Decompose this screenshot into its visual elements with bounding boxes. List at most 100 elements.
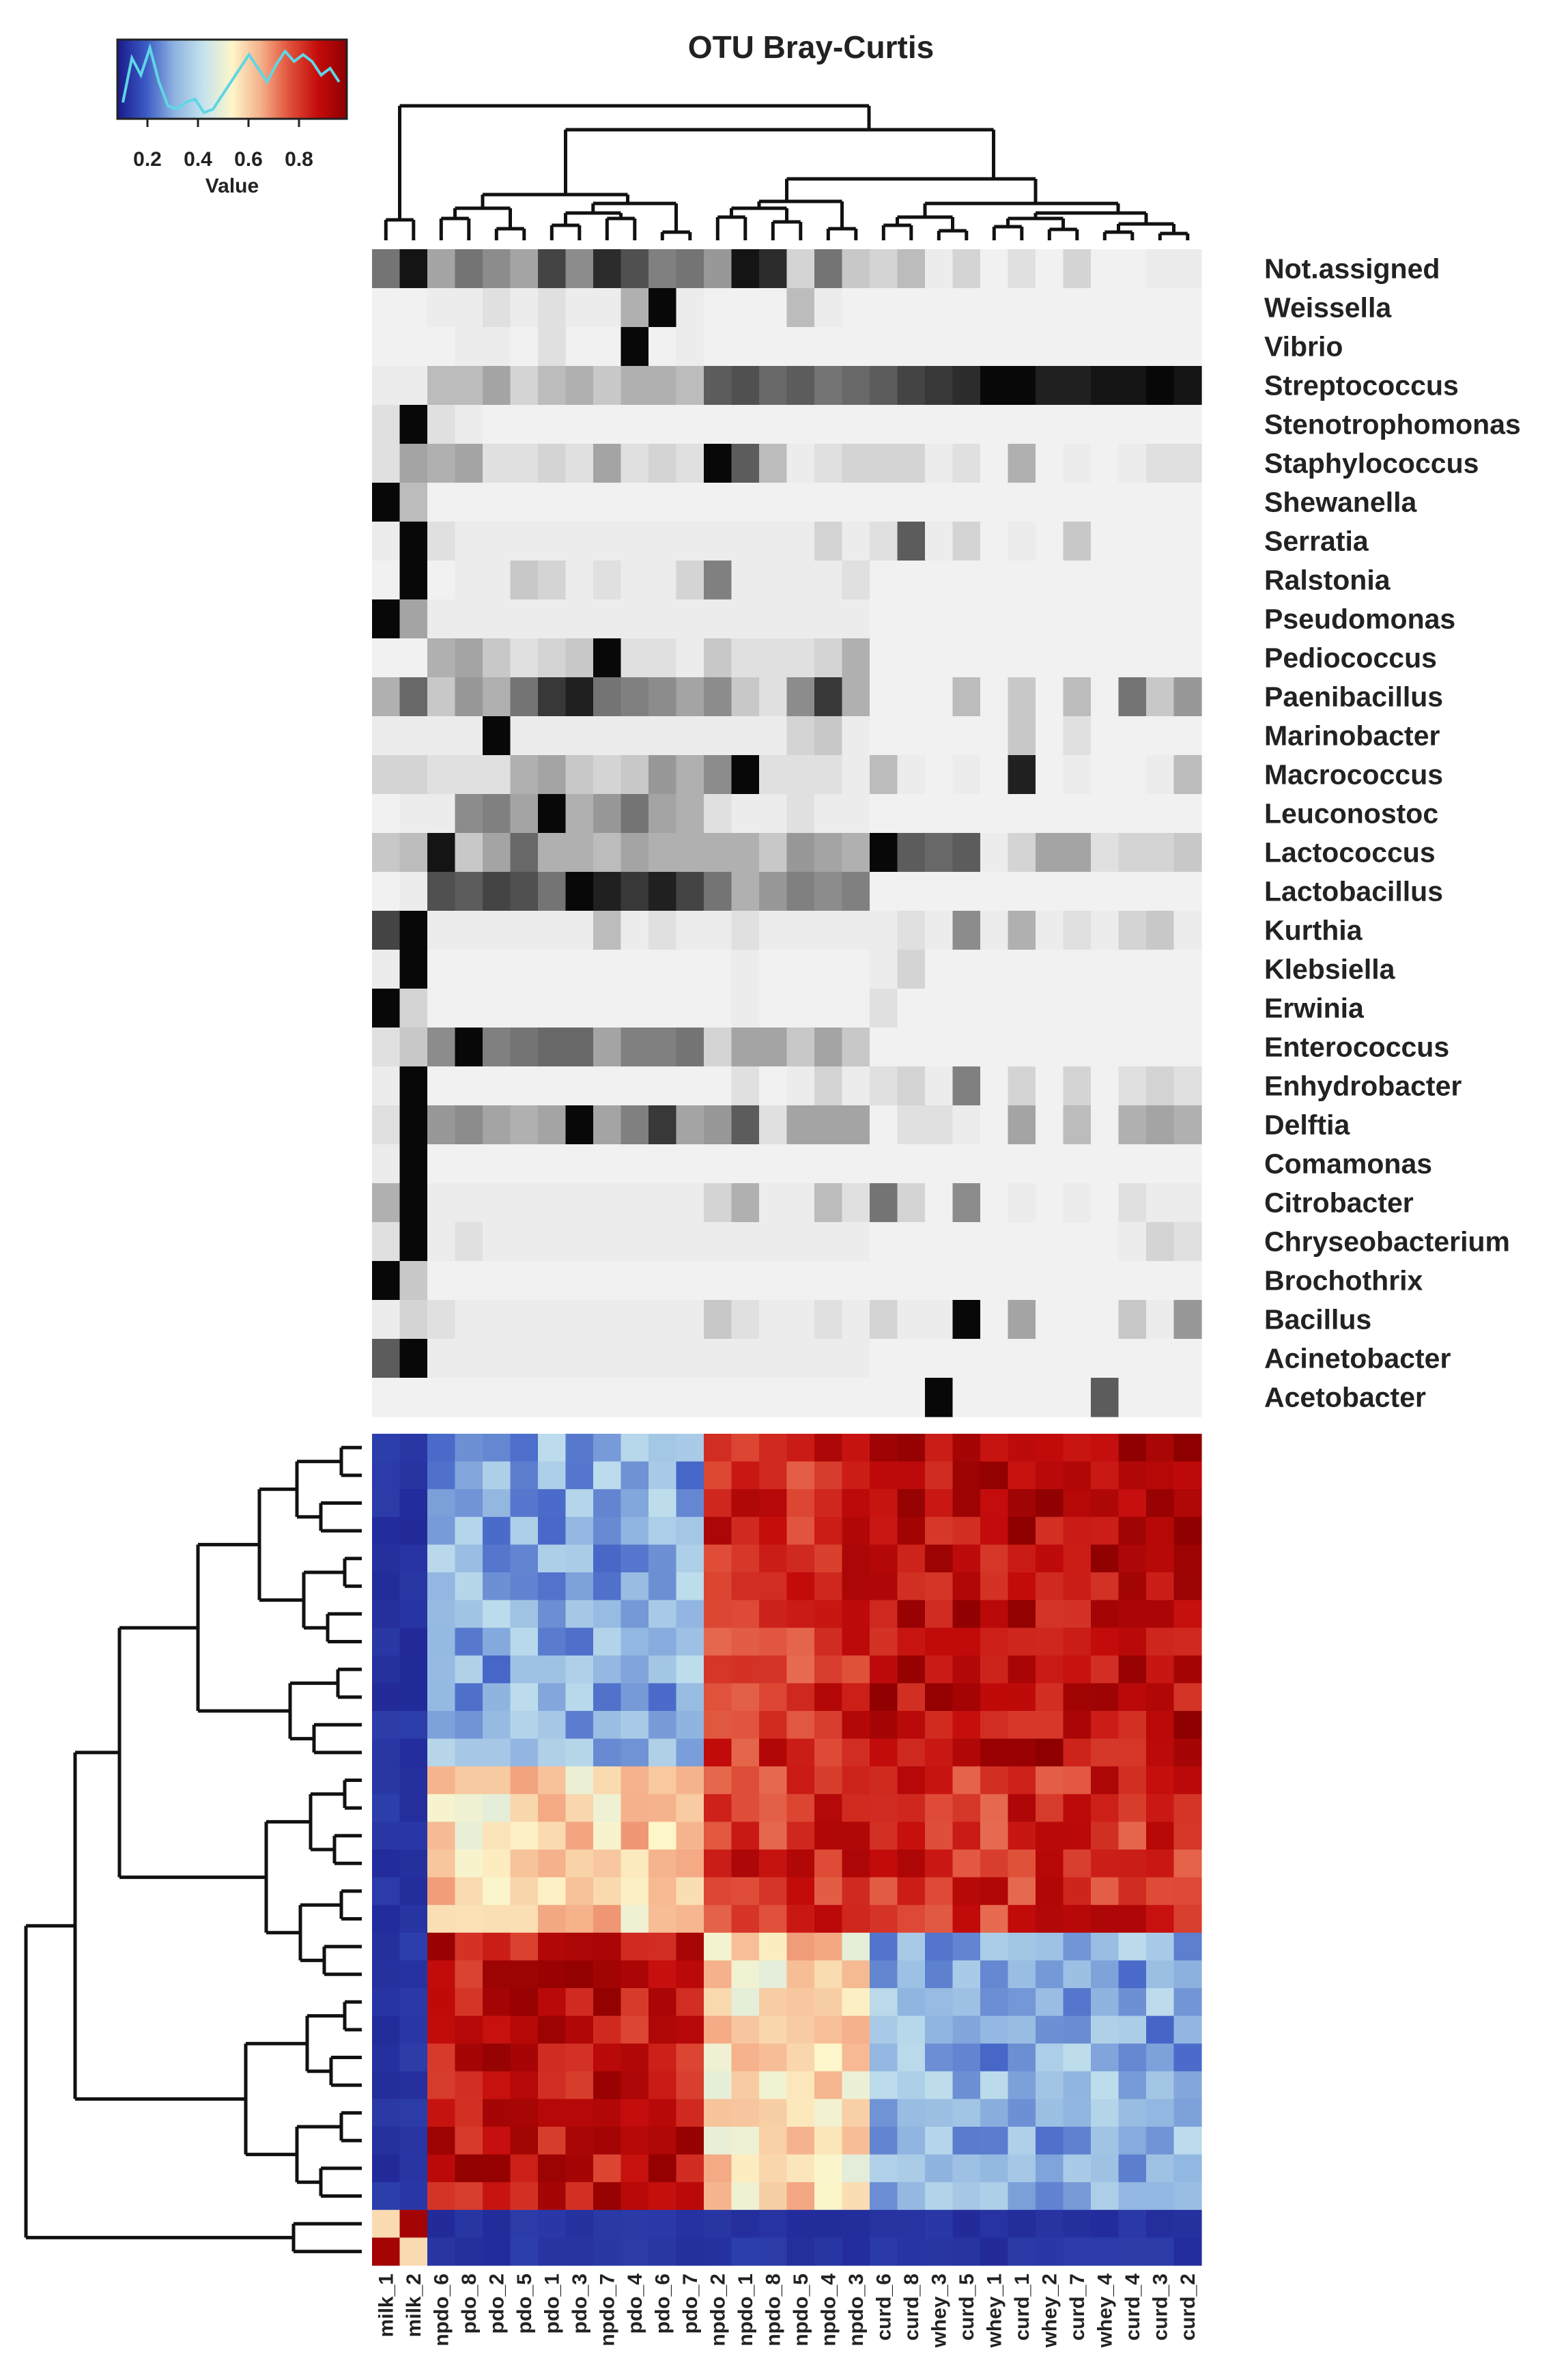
distance-cell — [759, 2127, 788, 2155]
distance-cell — [842, 2209, 870, 2238]
abundance-cell — [870, 405, 898, 444]
distance-cell — [1008, 2099, 1036, 2127]
abundance-cell — [427, 755, 456, 795]
abundance-cell — [842, 288, 870, 328]
abundance-cell — [1008, 872, 1036, 911]
distance-cell — [1063, 1988, 1092, 2017]
abundance-cell — [538, 1028, 567, 1067]
distance-cell — [427, 1600, 456, 1628]
abundance-cell — [565, 950, 594, 989]
abundance-cell — [1173, 794, 1202, 834]
distance-cell — [399, 2071, 428, 2099]
distance-cell — [814, 1544, 843, 1573]
distance-cell — [593, 1516, 622, 1545]
distance-cell — [510, 2182, 539, 2211]
distance-cell — [593, 2099, 622, 2127]
distance-cell — [704, 1516, 732, 1545]
abundance-cell — [870, 444, 898, 483]
abundance-cell — [814, 366, 843, 406]
distance-cell — [427, 2237, 456, 2266]
distance-cell — [842, 1600, 870, 1628]
abundance-cell — [1173, 911, 1202, 950]
distance-cell — [621, 1850, 649, 1878]
abundance-cell — [952, 989, 981, 1028]
distance-cell — [676, 1516, 704, 1545]
abundance-cell — [621, 716, 649, 756]
distance-cell — [427, 1960, 456, 1989]
distance-cell — [870, 2043, 898, 2072]
abundance-cell — [1036, 249, 1064, 289]
abundance-cell — [925, 911, 954, 950]
abundance-cell — [1091, 1339, 1120, 1378]
distance-cell — [1008, 1572, 1036, 1601]
distance-cell — [538, 1738, 567, 1767]
abundance-cell — [427, 1339, 456, 1378]
distance-cell — [648, 2209, 677, 2238]
abundance-cell — [427, 522, 456, 561]
abundance-cell — [372, 911, 401, 950]
distance-cell — [925, 1822, 954, 1850]
abundance-cell — [1063, 405, 1092, 444]
abundance-cell — [786, 599, 815, 639]
distance-cell — [897, 1850, 926, 1878]
distance-cell — [621, 1655, 649, 1684]
distance-cell — [648, 1822, 677, 1850]
distance-cell — [1091, 2237, 1120, 2266]
abundance-cell — [538, 1339, 567, 1378]
abundance-cell — [676, 483, 704, 522]
distance-cell — [1036, 1544, 1064, 1573]
abundance-cell — [1063, 1222, 1092, 1262]
abundance-cell — [1173, 288, 1202, 328]
distance-cell — [1118, 1822, 1147, 1850]
abundance-cell — [538, 1144, 567, 1184]
abundance-cell — [731, 483, 760, 522]
abundance-cell — [925, 1183, 954, 1223]
distance-cell — [870, 1489, 898, 1518]
distance-cell — [759, 1988, 788, 2017]
abundance-cell — [925, 483, 954, 522]
abundance-cell — [1173, 599, 1202, 639]
distance-cell — [897, 1932, 926, 1961]
distance-cell — [593, 1877, 622, 1906]
distance-cell — [538, 2237, 567, 2266]
distance-cell — [538, 1655, 567, 1684]
abundance-cell — [676, 911, 704, 950]
sample-label: pdo_7 — [679, 2274, 702, 2334]
distance-cell — [538, 1461, 567, 1490]
distance-cell — [1118, 1600, 1147, 1628]
abundance-cell — [1146, 1339, 1175, 1378]
distance-cell — [870, 1766, 898, 1795]
abundance-cell — [510, 1144, 539, 1184]
abundance-cell — [731, 1144, 760, 1184]
abundance-cell — [565, 911, 594, 950]
abundance-cell — [1146, 1261, 1175, 1301]
abundance-cell — [897, 638, 926, 678]
abundance-cell — [648, 327, 677, 367]
abundance-cell — [731, 1222, 760, 1262]
distance-cell — [510, 2127, 539, 2155]
distance-cell — [1118, 1877, 1147, 1906]
abundance-cell — [1008, 1261, 1036, 1301]
abundance-cell — [704, 872, 732, 911]
distance-cell — [483, 1905, 511, 1934]
distance-cell — [1008, 1544, 1036, 1573]
distance-cell — [1008, 1628, 1036, 1656]
abundance-cell — [648, 872, 677, 911]
abundance-cell — [759, 1144, 788, 1184]
distance-cell — [648, 1988, 677, 2017]
distance-cell — [621, 2154, 649, 2183]
abundance-cell — [427, 561, 456, 600]
abundance-cell — [704, 1028, 732, 1067]
distance-cell — [1146, 2209, 1175, 2238]
abundance-cell — [1173, 483, 1202, 522]
abundance-cell — [1173, 366, 1202, 406]
distance-cell — [1173, 1544, 1202, 1573]
abundance-cell — [897, 1183, 926, 1223]
distance-cell — [814, 1711, 843, 1740]
sample-labels: milk_1 milk_2 npdo_6 pdo_8 pdo_2 pdo_5 pdo_1 pd… — [375, 2274, 1199, 2349]
distance-cell — [1118, 1794, 1147, 1822]
distance-cell — [759, 1516, 788, 1545]
distance-cell — [565, 2099, 594, 2127]
distance-cell — [483, 1461, 511, 1490]
taxon-label: Lactobacillus — [1264, 876, 1443, 907]
